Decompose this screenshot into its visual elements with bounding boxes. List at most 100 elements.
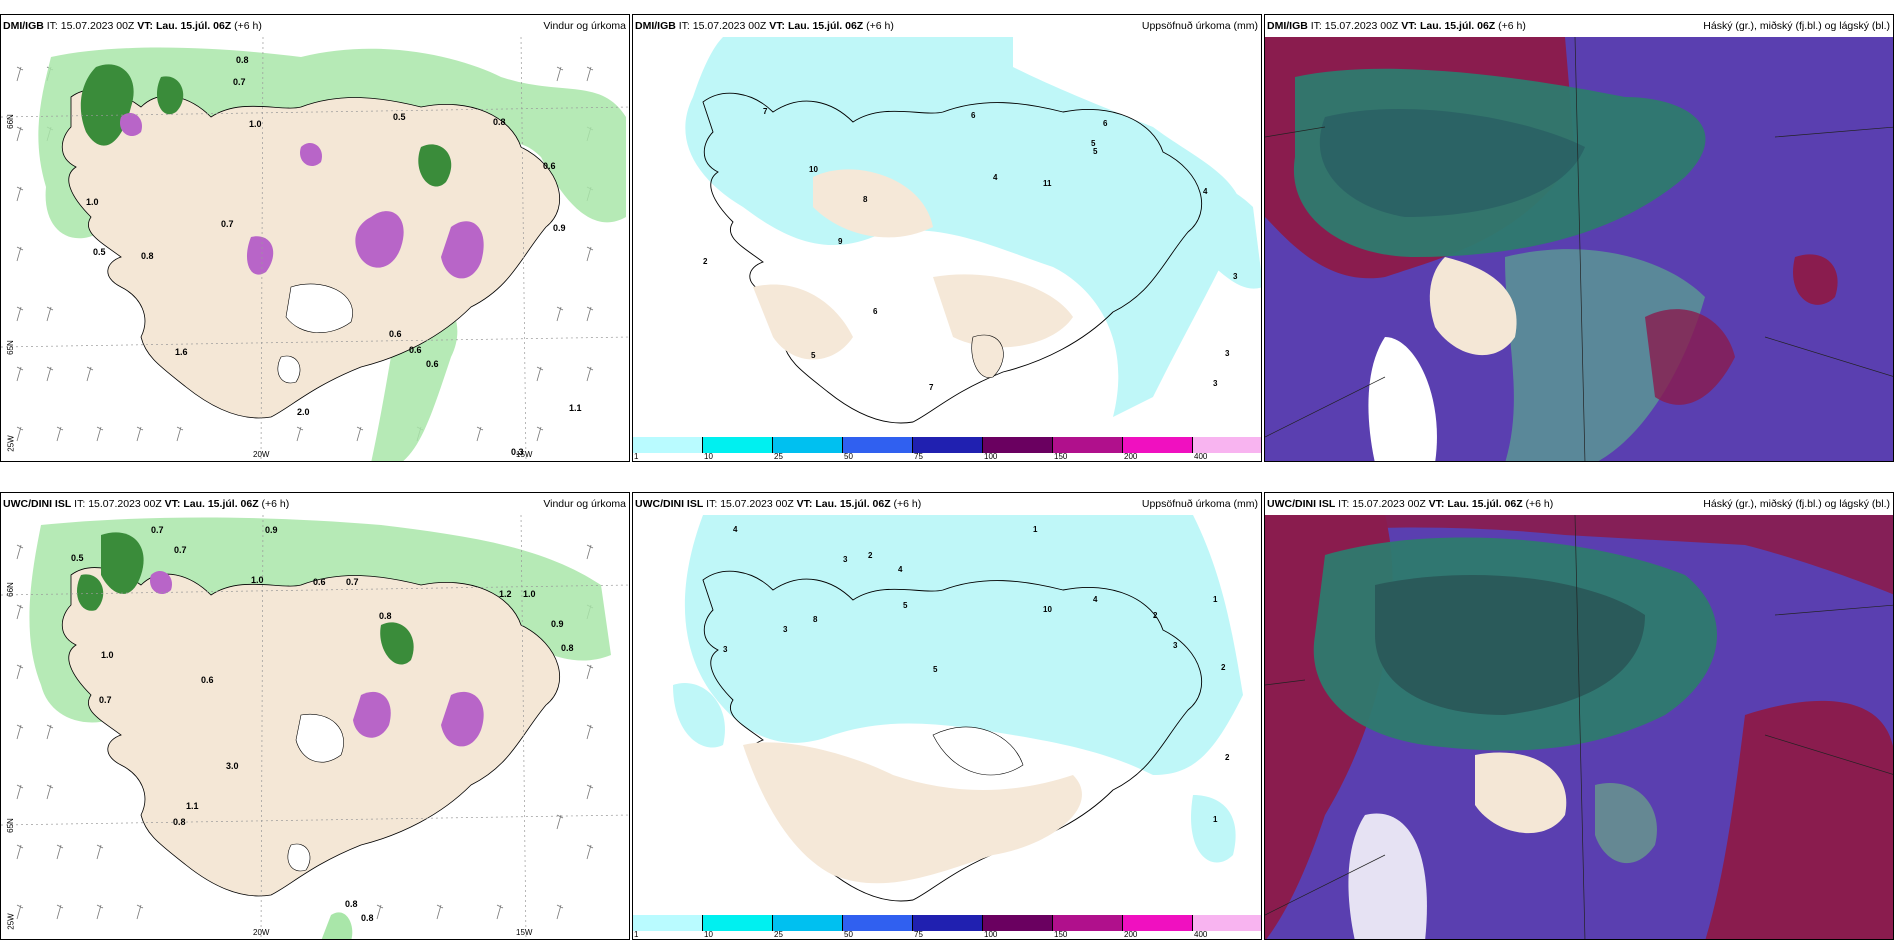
colorbar-tick: 75: [914, 930, 923, 939]
colorbar-tick: 100: [984, 452, 998, 461]
colorbar-tick: 10: [704, 452, 713, 461]
precip-value: 0.7: [151, 525, 164, 535]
accum-value: 11: [1043, 179, 1052, 188]
panel-clouds-dmi: DMI/IGB IT: 15.07.2023 00Z VT: Lau. 15.j…: [1264, 14, 1894, 462]
lead-time: (+6 h): [1525, 498, 1554, 510]
precip-value: 0.6: [389, 329, 402, 339]
vt-label: VT:: [796, 498, 813, 510]
model-name: UWC/DINI ISL: [3, 498, 72, 510]
init-time: 15.07.2023 00Z: [1352, 498, 1426, 510]
precip-value: 0.8: [493, 117, 506, 127]
colorbar-tick: 200: [1124, 452, 1138, 461]
lead-time: (+6 h): [893, 498, 922, 510]
precip-value: 0.8: [173, 817, 186, 827]
accum-value: 1: [1213, 595, 1218, 604]
panel-title: Uppsöfnuð úrkoma (mm): [1141, 20, 1258, 32]
colorbar-tick: 25: [774, 930, 783, 939]
precip-value: 0.6: [426, 359, 439, 369]
panel-header: UWC/DINI ISL IT: 15.07.2023 00Z VT: Lau.…: [1, 493, 629, 515]
precip-value: 1.1: [186, 801, 199, 811]
lat-label: 65N: [5, 818, 15, 833]
accum-precip-map: 7 10 8 6 4 11 5 9 2 6 5 7 6 5 4 3 3 3: [633, 37, 1261, 437]
precip-value: 0.8: [561, 643, 574, 653]
precip-value: 0.5: [393, 112, 406, 122]
accum-value: 9: [838, 237, 843, 246]
precip-value: 3.0: [226, 761, 239, 771]
precip-value: 1.0: [86, 197, 99, 207]
panel-accum-precip-uwc: UWC/DINI ISL IT: 15.07.2023 00Z VT: Lau.…: [632, 492, 1262, 940]
accum-value: 6: [1103, 119, 1108, 128]
model-name: DMI/IGB: [1267, 20, 1308, 32]
accum-value: 1: [1213, 815, 1218, 824]
colorbar-tick: 75: [914, 452, 923, 461]
valid-time: Lau. 15.júl. 06Z: [1447, 498, 1523, 510]
vt-label: VT:: [769, 20, 786, 32]
panel-header: UWC/DINI ISL IT: 15.07.2023 00Z VT: Lau.…: [1265, 493, 1893, 515]
precip-value: 0.6: [201, 675, 214, 685]
panel-header: DMI/IGB IT: 15.07.2023 00Z VT: Lau. 15.j…: [1265, 15, 1893, 37]
precip-value: 0.8: [236, 55, 249, 65]
panel-header: UWC/DINI ISL IT: 15.07.2023 00Z VT: Lau.…: [633, 493, 1261, 515]
panel-title: Vindur og úrkoma: [543, 498, 626, 510]
lat-label: 65N: [5, 340, 15, 355]
precip-value: 0.7: [221, 219, 234, 229]
accum-value: 2: [703, 257, 708, 266]
colorbar-tick: 150: [1054, 452, 1068, 461]
lead-time: (+6 h): [866, 20, 894, 32]
precip-value: 0.9: [553, 223, 566, 233]
vt-label: VT:: [137, 20, 154, 32]
map-svg: [1, 37, 629, 461]
accum-value: 4: [898, 565, 903, 574]
accum-value: 4: [733, 525, 738, 534]
lead-time: (+6 h): [261, 498, 290, 510]
vt-label: VT:: [164, 498, 181, 510]
accum-value: 3: [783, 625, 788, 634]
model-name: UWC/DINI ISL: [1267, 498, 1336, 510]
accum-value: 5: [811, 351, 816, 360]
precip-value: 0.8: [345, 899, 358, 909]
colorbar-tick: 50: [844, 930, 853, 939]
precip-value: 1.6: [175, 347, 188, 357]
init-time: 15.07.2023 00Z: [720, 498, 794, 510]
panel-wind-precip-uwc: UWC/DINI ISL IT: 15.07.2023 00Z VT: Lau.…: [0, 492, 630, 940]
it-label: IT:: [1310, 20, 1322, 32]
panel-accum-precip-dmi: DMI/IGB IT: 15.07.2023 00Z VT: Lau. 15.j…: [632, 14, 1262, 462]
lead-time: (+6 h): [234, 20, 262, 32]
accum-value: 3: [1233, 272, 1238, 281]
precip-value: 0.7: [174, 545, 187, 555]
colorbar-tick: 200: [1124, 930, 1138, 939]
accum-value: 8: [863, 195, 868, 204]
colorbar-tick: 100: [984, 930, 998, 939]
precip-value: 0.3: [511, 447, 524, 457]
accum-value: 10: [809, 165, 818, 174]
precip-value: 0.5: [93, 247, 106, 257]
accum-value: 6: [873, 307, 878, 316]
precip-value: 0.7: [233, 77, 246, 87]
precip-value: 1.2: [499, 589, 512, 599]
precip-value: 0.9: [551, 619, 564, 629]
init-time: 15.07.2023 00Z: [1324, 20, 1399, 32]
accum-value: 6: [971, 111, 976, 120]
precip-value: 0.7: [346, 577, 359, 587]
cloud-map: [1265, 37, 1893, 461]
colorbar-tick: 25: [774, 452, 783, 461]
lead-time: (+6 h): [1498, 20, 1526, 32]
init-time: 15.07.2023 00Z: [88, 498, 162, 510]
convective-cells: [120, 112, 484, 279]
panel-header: DMI/IGB IT: 15.07.2023 00Z VT: Lau. 15.j…: [1, 15, 629, 37]
precip-value: 1.1: [569, 403, 582, 413]
model-name: DMI/IGB: [635, 20, 676, 32]
panel-title: Háský (gr.), miðský (fj.bl.) og lágský (…: [1703, 20, 1890, 32]
accum-value: 4: [1093, 595, 1098, 604]
init-time: 15.07.2023 00Z: [60, 20, 135, 32]
accum-value: 3: [1225, 349, 1230, 358]
precip-value: 1.0: [523, 589, 536, 599]
precip-value: 0.8: [379, 611, 392, 621]
valid-time: Lau. 15.júl. 06Z: [787, 20, 864, 32]
accum-value: 2: [1221, 663, 1226, 672]
accum-value: 5: [933, 665, 938, 674]
precip-value: 0.9: [265, 525, 278, 535]
panel-header: DMI/IGB IT: 15.07.2023 00Z VT: Lau. 15.j…: [633, 15, 1261, 37]
it-label: IT:: [46, 20, 58, 32]
precip-value: 0.6: [543, 161, 556, 171]
